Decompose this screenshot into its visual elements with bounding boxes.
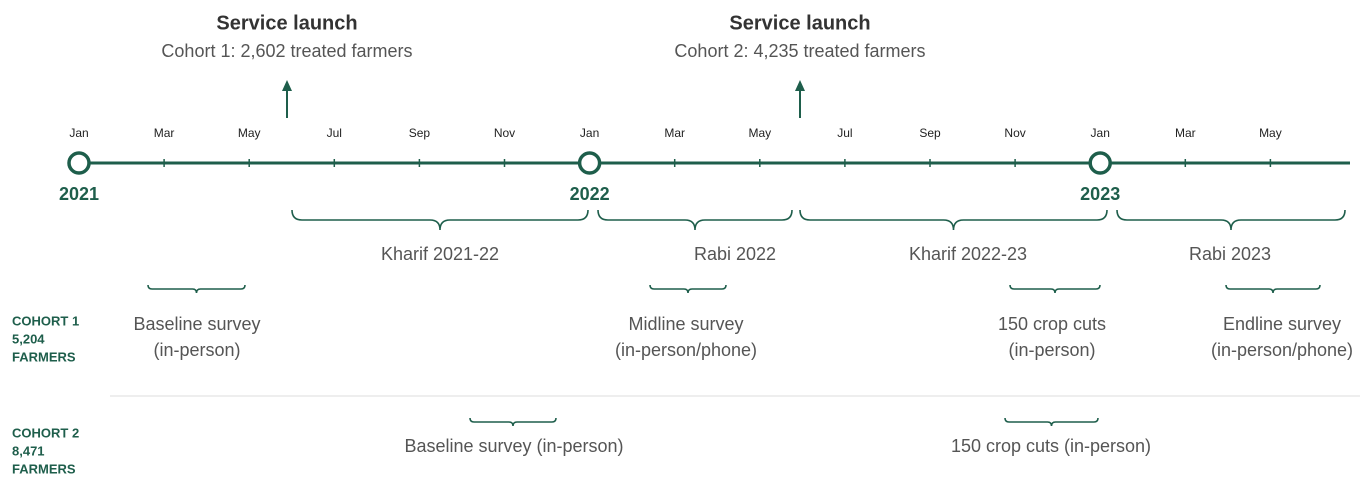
month-label: Mar bbox=[154, 126, 175, 140]
launch-title: Service launch bbox=[216, 12, 357, 34]
event-label: (in-person/phone) bbox=[1211, 340, 1353, 360]
month-label: Sep bbox=[409, 126, 431, 140]
event-label: 150 crop cuts (in-person) bbox=[951, 436, 1151, 456]
month-label: Nov bbox=[494, 126, 515, 140]
brace bbox=[1225, 284, 1321, 294]
brace bbox=[597, 209, 793, 231]
launch-subtitle: Cohort 1: 2,602 treated farmers bbox=[161, 41, 412, 61]
arrow-head bbox=[282, 80, 292, 91]
season-label: Rabi 2022 bbox=[694, 244, 776, 264]
event-label: Endline survey bbox=[1223, 314, 1341, 334]
cohort-label: FARMERS bbox=[12, 461, 76, 476]
launch-subtitle: Cohort 2: 4,235 treated farmers bbox=[674, 41, 925, 61]
event-label: 150 crop cuts bbox=[998, 314, 1106, 334]
brace bbox=[291, 209, 589, 231]
brace bbox=[469, 417, 557, 427]
brace bbox=[1004, 417, 1099, 427]
event-label: (in-person) bbox=[153, 340, 240, 360]
year-marker bbox=[577, 151, 602, 175]
season-label: Rabi 2023 bbox=[1189, 244, 1271, 264]
cohort-label: 8,471 bbox=[12, 443, 45, 458]
year-label: 2023 bbox=[1080, 184, 1120, 204]
event-label: Baseline survey (in-person) bbox=[404, 436, 623, 456]
month-label: Mar bbox=[1175, 126, 1196, 140]
brace bbox=[649, 284, 727, 294]
month-label: Jan bbox=[580, 126, 599, 140]
month-label: Mar bbox=[664, 126, 685, 140]
launch-title: Service launch bbox=[729, 12, 870, 34]
month-label: Jan bbox=[69, 126, 88, 140]
brace bbox=[147, 284, 246, 294]
cohort-label: 5,204 bbox=[12, 331, 45, 346]
cohort-label: COHORT 1 bbox=[12, 313, 79, 328]
brace bbox=[1116, 209, 1346, 231]
month-label: May bbox=[238, 126, 261, 140]
month-label: Jul bbox=[327, 126, 342, 140]
brace bbox=[799, 209, 1108, 231]
cohort-label: FARMERS bbox=[12, 349, 76, 364]
year-marker bbox=[1088, 151, 1112, 175]
month-label: May bbox=[748, 126, 771, 140]
year-marker bbox=[67, 151, 91, 175]
month-label: Jan bbox=[1091, 126, 1110, 140]
season-label: Kharif 2022-23 bbox=[909, 244, 1027, 264]
month-label: May bbox=[1259, 126, 1282, 140]
season-label: Kharif 2021-22 bbox=[381, 244, 499, 264]
event-label: Midline survey bbox=[628, 314, 743, 334]
event-label: (in-person/phone) bbox=[615, 340, 757, 360]
cohort-label: COHORT 2 bbox=[12, 425, 79, 440]
brace bbox=[1009, 284, 1101, 294]
arrow-head bbox=[795, 80, 805, 91]
month-label: Nov bbox=[1004, 126, 1025, 140]
event-label: (in-person) bbox=[1008, 340, 1095, 360]
month-label: Sep bbox=[919, 126, 941, 140]
event-label: Baseline survey bbox=[133, 314, 260, 334]
year-label: 2022 bbox=[570, 184, 610, 204]
month-label: Jul bbox=[837, 126, 852, 140]
year-label: 2021 bbox=[59, 184, 99, 204]
